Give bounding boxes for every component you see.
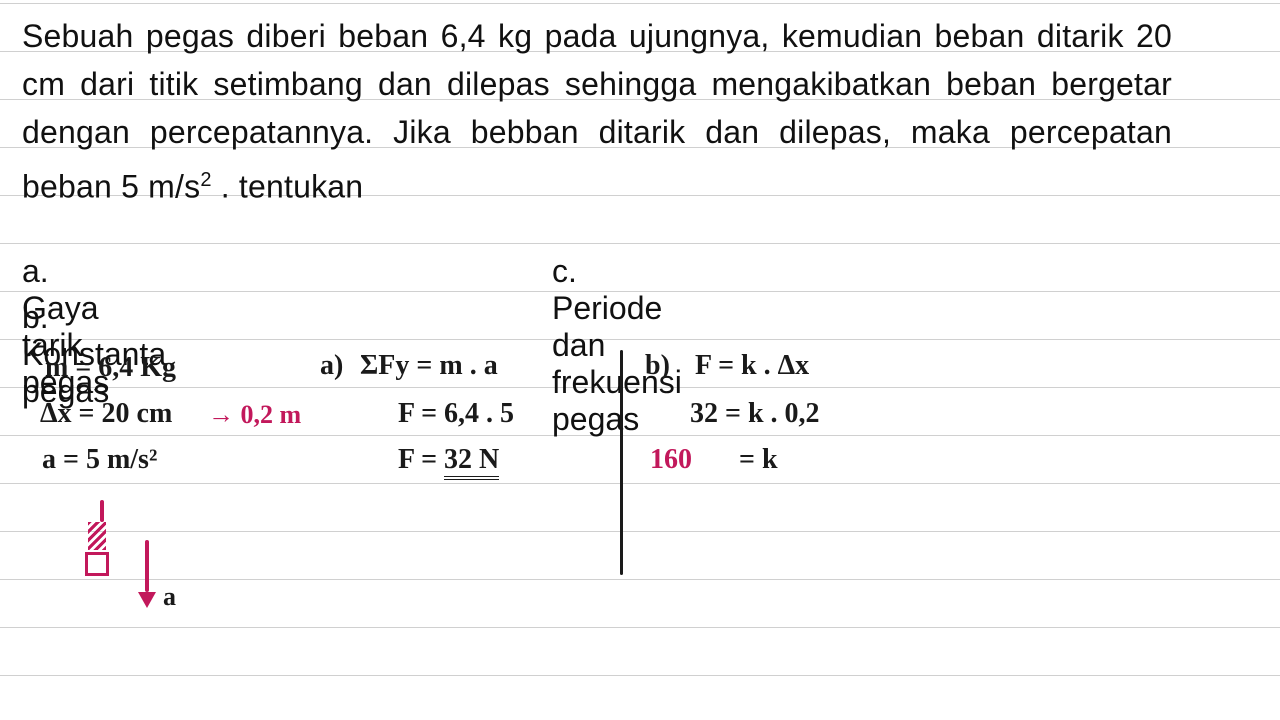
acceleration-arrow: a (145, 540, 156, 608)
solution-b-eq2: 32 = k . 0,2 (690, 398, 820, 430)
solution-b-eq3: 160 = k (650, 444, 778, 476)
option-c: c. Periode dan frekuensi pegas (552, 253, 682, 438)
spring-rod-icon (100, 500, 104, 522)
problem-text: Sebuah pegas diberi beban 6,4 kg pada uj… (22, 12, 1172, 211)
arrow-shaft-icon (145, 540, 149, 592)
solution-b-eq3-rhs: = k (739, 444, 778, 475)
arrow-label: a (163, 582, 176, 612)
solution-b-eq1: F = k . Δx (695, 350, 809, 382)
given-dx-conversion: → 0,2 m (208, 400, 301, 430)
solution-a-eq1: ΣFy = m . a (360, 350, 498, 382)
solution-a-eq3: F = 32 N (398, 444, 499, 476)
solution-divider (620, 350, 623, 575)
given-accel: a = 5 m/s² (42, 444, 157, 476)
spring-coil-icon (88, 522, 106, 550)
solution-a-eq3-rhs: 32 N (444, 444, 499, 480)
solution-b-label: b) (645, 350, 670, 382)
spring-mass-icon (85, 552, 109, 576)
solution-a-label: a) (320, 350, 343, 382)
given-mass: m = 6,4 Kg (45, 352, 176, 384)
given-dx: Δx = 20 cm (40, 398, 172, 430)
solution-a-eq2: F = 6,4 . 5 (398, 398, 514, 430)
spring-diagram (95, 500, 109, 576)
solution-a-eq3-lhs: F = (398, 444, 444, 475)
arrow-head-icon (138, 592, 156, 608)
solution-b-eq3-lhs: 160 (650, 444, 692, 475)
